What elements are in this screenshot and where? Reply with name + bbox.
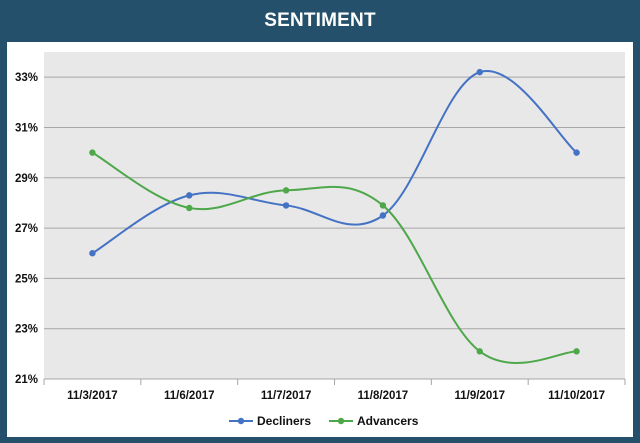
series-line-decliners [91, 70, 578, 255]
legend-label: Decliners [257, 414, 311, 428]
y-tick-label: 31% [15, 122, 38, 134]
y-tick-label: 25% [15, 273, 38, 285]
data-point-advancers [89, 149, 96, 156]
data-point-decliners [282, 202, 290, 209]
y-tick-label: 29% [15, 173, 38, 185]
chart-title: SENTIMENT [264, 10, 376, 31]
y-tick-label: 27% [15, 223, 38, 235]
legend-marker [337, 417, 345, 425]
x-tick-label: 11/8/2017 [358, 390, 409, 402]
legend: Decliners Advancers [229, 414, 419, 428]
data-point-decliners [573, 149, 580, 156]
y-tick-label: 23% [15, 324, 38, 336]
series-layer [89, 68, 580, 364]
data-point-advancers [282, 187, 290, 194]
legend-marker [237, 417, 245, 425]
x-tick-label: 11/10/2017 [548, 390, 605, 402]
x-axis-ticks: 11/3/2017 11/6/2017 11/7/2017 11/8/2017 11/9… [67, 390, 605, 402]
y-axis-ticks: 21% 23% 25% 27% 29% 31% 33% [15, 72, 38, 386]
x-tick-label: 11/7/2017 [261, 390, 312, 402]
series-line-advancers [91, 151, 577, 364]
x-tick-label: 11/6/2017 [164, 390, 215, 402]
plot-area [44, 52, 625, 379]
data-point-advancers [476, 348, 483, 355]
y-tick-label: 21% [15, 374, 38, 386]
legend-label: Advancers [357, 414, 419, 428]
data-point-decliners [476, 68, 483, 76]
data-point-decliners [186, 192, 193, 199]
category-separators [43, 379, 626, 385]
data-point-advancers [379, 202, 387, 209]
x-tick-label: 11/9/2017 [454, 390, 505, 402]
data-point-advancers [573, 348, 580, 355]
data-point-decliners [379, 212, 387, 219]
x-tick-label: 11/3/2017 [67, 390, 118, 402]
y-tick-label: 33% [15, 72, 38, 84]
data-point-decliners [89, 250, 96, 257]
data-point-advancers [186, 204, 193, 212]
